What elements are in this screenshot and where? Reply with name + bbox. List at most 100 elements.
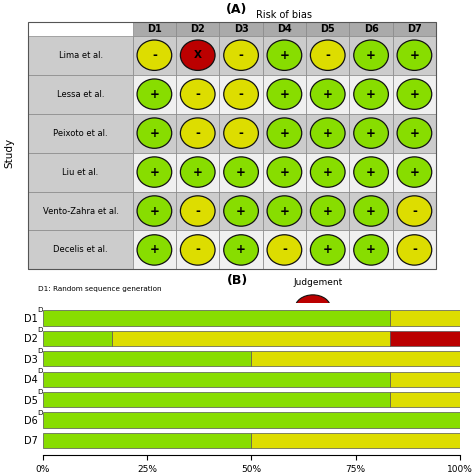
Text: +: + <box>236 204 246 218</box>
Bar <box>43 331 112 346</box>
Bar <box>28 22 436 269</box>
Ellipse shape <box>267 196 302 226</box>
Bar <box>112 331 390 346</box>
Ellipse shape <box>224 235 258 265</box>
Text: Decelis et al.: Decelis et al. <box>53 246 108 255</box>
Text: D7: D7 <box>407 24 422 34</box>
Bar <box>43 392 390 407</box>
Text: +: + <box>366 88 376 100</box>
Bar <box>306 36 349 75</box>
Ellipse shape <box>224 157 258 187</box>
Ellipse shape <box>354 157 388 187</box>
Bar <box>349 230 393 269</box>
Text: -: - <box>195 244 200 256</box>
Text: Lima et al.: Lima et al. <box>58 51 103 60</box>
Text: D7: Other bias: D7: Other bias <box>38 410 91 416</box>
Bar <box>219 153 263 191</box>
Text: +: + <box>236 165 246 179</box>
Ellipse shape <box>354 118 388 148</box>
Text: +: + <box>366 127 376 140</box>
Text: -: - <box>152 49 157 62</box>
Bar <box>349 22 393 36</box>
Text: Risk of bias: Risk of bias <box>256 10 312 20</box>
Bar <box>219 191 263 230</box>
Text: -: - <box>238 127 244 140</box>
Text: -: - <box>238 88 244 100</box>
Bar <box>133 191 176 230</box>
Ellipse shape <box>354 196 388 226</box>
Text: +: + <box>410 165 419 179</box>
Bar <box>390 392 460 407</box>
Text: +: + <box>410 127 419 140</box>
Bar <box>133 114 176 153</box>
Ellipse shape <box>354 79 388 109</box>
Ellipse shape <box>267 157 302 187</box>
Text: D6: Selective reporting: D6: Selective reporting <box>38 389 122 395</box>
Bar <box>263 36 306 75</box>
Bar <box>393 191 436 230</box>
Text: +: + <box>149 127 159 140</box>
Text: X: X <box>194 50 202 60</box>
Bar <box>306 75 349 114</box>
Text: +: + <box>366 165 376 179</box>
Ellipse shape <box>267 79 302 109</box>
Text: Study: Study <box>4 137 15 168</box>
Text: +: + <box>149 88 159 100</box>
Ellipse shape <box>137 196 172 226</box>
Text: +: + <box>236 244 246 256</box>
Text: +: + <box>280 165 289 179</box>
Text: D3: D3 <box>234 24 248 34</box>
Bar <box>393 75 436 114</box>
Ellipse shape <box>310 40 345 71</box>
Ellipse shape <box>267 118 302 148</box>
Bar <box>219 75 263 114</box>
Ellipse shape <box>181 118 215 148</box>
Text: -: - <box>412 244 417 256</box>
Bar <box>306 230 349 269</box>
Ellipse shape <box>397 40 432 71</box>
Bar <box>219 230 263 269</box>
Ellipse shape <box>397 79 432 109</box>
Text: +: + <box>410 49 419 62</box>
Text: +: + <box>309 369 317 379</box>
Text: D1: Random sequence generation: D1: Random sequence generation <box>38 286 162 292</box>
Bar <box>28 230 133 269</box>
Text: +: + <box>366 204 376 218</box>
Bar <box>28 36 133 75</box>
Text: +: + <box>366 49 376 62</box>
Text: Judgement: Judgement <box>294 278 343 287</box>
Text: +: + <box>280 204 289 218</box>
Ellipse shape <box>310 196 345 226</box>
Bar <box>133 22 176 36</box>
Ellipse shape <box>310 235 345 265</box>
Bar <box>176 114 219 153</box>
Text: -: - <box>282 244 287 256</box>
Text: Low: Low <box>348 369 366 378</box>
Bar <box>390 372 460 387</box>
Bar <box>176 153 219 191</box>
Ellipse shape <box>295 361 331 387</box>
Text: High: High <box>348 303 369 312</box>
Bar <box>43 372 390 387</box>
Ellipse shape <box>137 79 172 109</box>
Bar <box>263 230 306 269</box>
Ellipse shape <box>267 40 302 71</box>
Bar <box>306 153 349 191</box>
Text: D4: D4 <box>277 24 292 34</box>
Text: +: + <box>149 204 159 218</box>
Bar <box>393 114 436 153</box>
Bar <box>349 191 393 230</box>
Bar <box>251 433 460 448</box>
Text: -: - <box>412 204 417 218</box>
Bar <box>28 153 133 191</box>
Text: -: - <box>311 336 315 346</box>
Ellipse shape <box>397 196 432 226</box>
Bar <box>133 36 176 75</box>
Bar <box>176 191 219 230</box>
Text: +: + <box>193 165 203 179</box>
Text: -: - <box>195 127 200 140</box>
Ellipse shape <box>310 118 345 148</box>
Bar <box>219 36 263 75</box>
Ellipse shape <box>224 79 258 109</box>
Bar <box>176 230 219 269</box>
